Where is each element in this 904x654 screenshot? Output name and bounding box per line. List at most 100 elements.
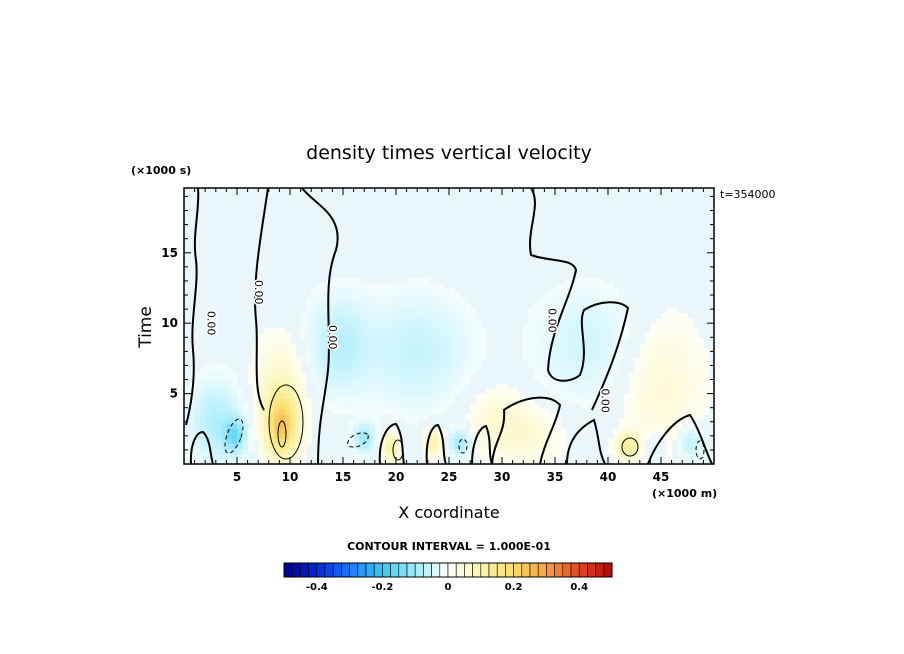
field-cell	[401, 358, 408, 365]
field-cell	[343, 308, 349, 315]
field-cell	[470, 353, 477, 360]
field-cell	[411, 348, 418, 355]
field-cell	[433, 338, 439, 345]
field-cell	[364, 398, 371, 405]
field-cell	[279, 433, 286, 440]
field-cell	[480, 398, 487, 405]
field-cell	[597, 328, 604, 335]
field-cell	[544, 383, 551, 390]
field-cell	[570, 373, 577, 380]
field-cell	[549, 298, 556, 305]
field-cell	[655, 388, 662, 395]
field-cell	[433, 458, 439, 464]
field-cell	[560, 368, 567, 375]
field-cell	[502, 428, 508, 435]
field-cell	[396, 358, 402, 365]
field-cell	[496, 423, 503, 430]
field-cell	[433, 398, 439, 405]
field-cell	[464, 413, 471, 420]
field-cell	[533, 423, 540, 430]
field-cell	[427, 283, 434, 289]
field-cell	[226, 403, 233, 410]
field-cell	[549, 433, 556, 440]
field-cell	[650, 418, 657, 425]
colorbar-swatch	[349, 562, 359, 578]
field-cell	[300, 373, 307, 380]
field-cell	[205, 393, 212, 400]
zero-contour-line	[301, 188, 339, 464]
field-cell	[337, 288, 344, 294]
field-cell	[539, 408, 545, 415]
field-cell	[629, 373, 636, 380]
field-cell	[661, 393, 667, 400]
field-cell	[698, 368, 704, 375]
field-cell	[274, 348, 280, 355]
field-cell	[242, 428, 249, 435]
colorbar-swatch	[332, 562, 342, 578]
field-cell	[390, 323, 397, 330]
colorbar-swatch	[291, 562, 301, 578]
field-cell	[284, 373, 291, 380]
field-cell	[464, 323, 471, 330]
field-cell	[374, 408, 381, 415]
field-cell	[433, 433, 439, 440]
field-cell	[454, 343, 461, 350]
field-cell	[597, 283, 604, 289]
field-cell	[263, 438, 270, 445]
field-cell	[449, 323, 455, 330]
field-cell	[576, 338, 583, 345]
field-cell	[401, 373, 408, 380]
field-cell	[433, 383, 439, 390]
field-cell	[661, 313, 667, 320]
field-cell	[629, 398, 636, 405]
field-cell	[454, 318, 461, 325]
field-cell	[682, 333, 689, 340]
field-cell	[353, 378, 360, 385]
field-cell	[332, 378, 339, 385]
colorbar-swatch	[308, 562, 318, 578]
field-cell	[327, 393, 333, 400]
field-cell	[396, 363, 402, 370]
field-cell	[634, 363, 641, 370]
field-cell	[380, 408, 386, 415]
field-cell	[698, 383, 704, 390]
field-cell	[300, 333, 307, 340]
field-cell	[470, 333, 477, 340]
field-cell	[263, 388, 270, 395]
field-cell	[549, 438, 556, 445]
field-cell	[268, 418, 275, 425]
field-cell	[205, 408, 212, 415]
field-cell	[417, 293, 424, 299]
field-cell	[475, 338, 482, 345]
field-cell	[544, 298, 551, 305]
field-cell	[284, 413, 291, 420]
field-cell	[671, 408, 678, 415]
field-cell	[682, 323, 689, 330]
field-cell	[385, 293, 392, 299]
field-cell	[470, 358, 477, 365]
field-cell	[311, 353, 318, 360]
field-cell	[533, 338, 540, 345]
field-cell	[528, 313, 535, 320]
field-cell	[539, 308, 545, 315]
field-cell	[337, 298, 344, 305]
field-cell	[332, 408, 339, 415]
field-cell	[406, 348, 413, 355]
field-cell	[528, 398, 535, 405]
colorbar-swatch	[562, 562, 572, 578]
field-cell	[343, 288, 349, 294]
field-cell	[353, 278, 360, 284]
field-cell	[433, 328, 439, 335]
field-cell	[353, 363, 360, 370]
field-cell	[369, 403, 376, 410]
colorbar-swatch	[398, 562, 408, 578]
field-cell	[305, 418, 312, 425]
field-cell	[491, 393, 498, 400]
field-cell	[676, 343, 683, 350]
colorbar-swatch	[423, 562, 432, 578]
colorbar-swatch	[546, 562, 555, 578]
field-cell	[555, 453, 561, 460]
field-cell	[242, 448, 249, 455]
field-cell	[539, 303, 545, 310]
field-cell	[496, 413, 503, 420]
